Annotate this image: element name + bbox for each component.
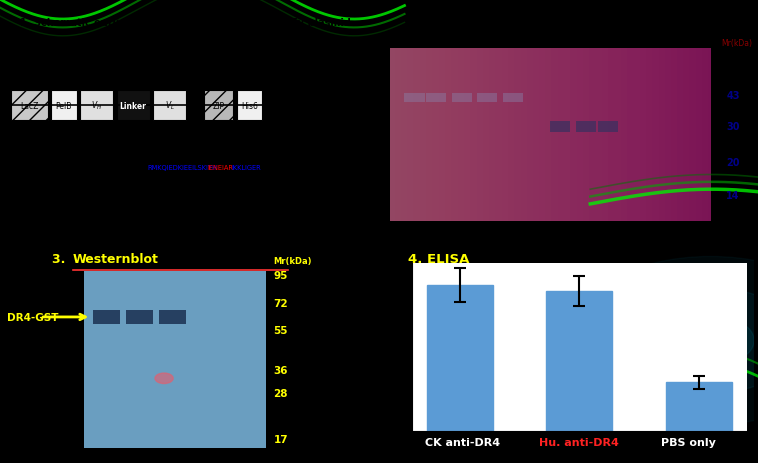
Bar [426, 94, 446, 103]
Text: 30: 30 [726, 122, 740, 132]
Circle shape [667, 316, 754, 366]
Bar [576, 122, 596, 133]
Text: CK anti-DR4: CK anti-DR4 [425, 437, 500, 447]
Text: a. CK anti-DR4: a. CK anti-DR4 [428, 39, 497, 48]
Circle shape [619, 288, 758, 393]
Text: expressed in: expressed in [106, 37, 180, 47]
Text: PBS only: PBS only [661, 437, 716, 447]
Text: b. Hu. anti-DR4: b. Hu. anti-DR4 [565, 39, 637, 48]
Text: GSTSGSGKPGSGEGSTKG: GSTSGSGKPGSGEGSTKG [118, 127, 186, 132]
Bar [153, 91, 186, 120]
Bar [503, 94, 523, 103]
Bar [84, 272, 266, 448]
Text: PelB: PelB [55, 101, 72, 110]
Text: PKPSTPPGSS: PKPSTPPGSS [113, 165, 157, 170]
Text: $V_L$: $V_L$ [164, 100, 174, 112]
Text: 1. Schematic outline of recombinant  anti-DR4 ScFv plasmid: 1. Schematic outline of recombinant anti… [20, 18, 352, 28]
Bar [11, 91, 48, 120]
Text: SfiI: SfiI [70, 56, 80, 62]
Text: Hu. anti-DR4: Hu. anti-DR4 [540, 437, 619, 447]
Bar [158, 310, 186, 324]
Text: Mr(kDa): Mr(kDa) [274, 257, 312, 266]
Text: Mr(kDa): Mr(kDa) [722, 39, 753, 48]
Text: IKKLIGER: IKKLIGER [231, 165, 262, 170]
Text: His6: His6 [241, 101, 258, 110]
Text: $V_H$: $V_H$ [91, 100, 102, 112]
Bar [405, 94, 424, 103]
Text: ZIP: ZIP [213, 101, 225, 110]
Bar [126, 310, 153, 324]
Text: Hind III: Hind III [11, 56, 36, 62]
Text: Isoleucine zipper: ILZ: Isoleucine zipper: ILZ [193, 181, 257, 187]
Text: IENEIAR: IENEIAR [208, 165, 233, 170]
Text: LacZ: LacZ [20, 101, 39, 110]
Bar [80, 91, 113, 120]
Text: Trimeric  6D12ScFv:: Trimeric 6D12ScFv: [8, 165, 74, 170]
Text: EcoRI: EcoRI [274, 56, 293, 62]
Text: 72: 72 [274, 298, 288, 308]
Text: 95: 95 [274, 271, 288, 281]
Text: 2. SDS-PAGE of expressed anti-DR4 ScFv antibody: 2. SDS-PAGE of expressed anti-DR4 ScFv a… [431, 18, 713, 28]
Text: 14: 14 [726, 191, 740, 201]
Text: 36: 36 [274, 365, 288, 375]
Text: E. coli: E. coli [197, 37, 230, 47]
Text: AVTLDES: AVTLDES [54, 126, 81, 131]
Text: Linker: Linker [120, 101, 146, 110]
Bar [237, 91, 262, 120]
Text: 20: 20 [726, 157, 740, 168]
Bar [597, 122, 618, 133]
Bar [117, 91, 149, 120]
Text: NotI: NotI [215, 56, 230, 62]
Text: 4. ELISA: 4. ELISA [408, 253, 469, 266]
Text: 55: 55 [274, 325, 288, 335]
Text: 28: 28 [274, 388, 288, 398]
Text: GTTLTVL: GTTLTVL [171, 126, 196, 131]
Text: 3.: 3. [52, 253, 70, 266]
Bar [51, 91, 77, 120]
Text: RMKQIEDKIEEILSKIYH: RMKQIEDKIEEILSKIYH [148, 165, 218, 170]
Bar [452, 94, 472, 103]
Text: DR4-GST: DR4-GST [8, 312, 59, 322]
Circle shape [155, 373, 173, 384]
Bar [478, 94, 497, 103]
Bar [204, 91, 233, 120]
Text: Westernblot: Westernblot [73, 253, 159, 266]
Bar [111, 126, 193, 134]
Text: 17: 17 [274, 434, 288, 444]
Text: mIgG3 hinge: mIgG3 hinge [113, 181, 152, 187]
Bar [93, 310, 121, 324]
Bar [550, 122, 570, 133]
Text: 43: 43 [726, 90, 740, 100]
Circle shape [565, 257, 758, 425]
